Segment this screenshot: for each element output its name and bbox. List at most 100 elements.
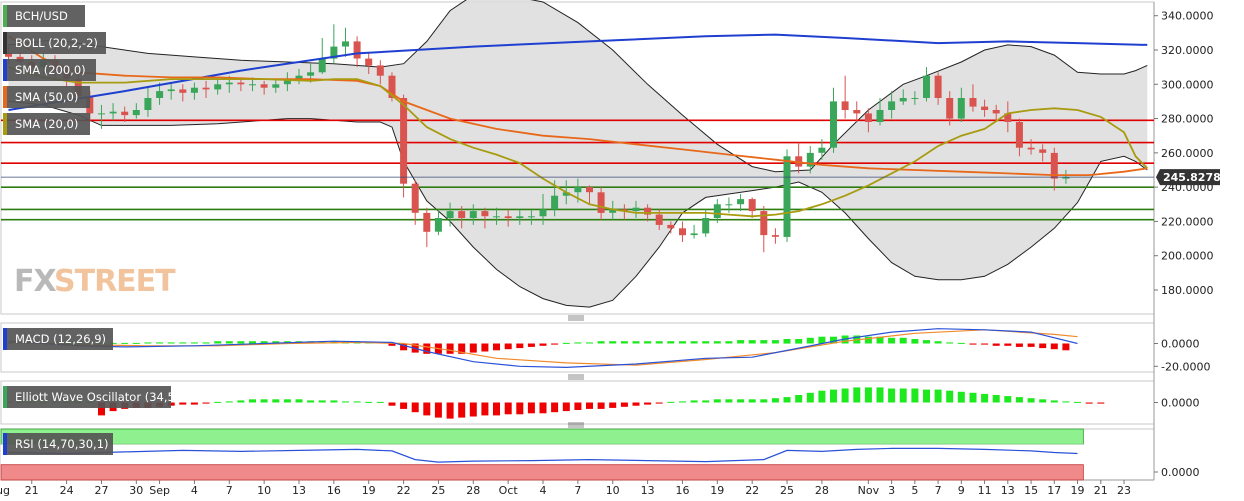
candle-up [702,218,710,234]
macd-histogram-bar [771,340,779,344]
ewo-histogram-bar [713,399,721,403]
ewo-histogram-bar [783,397,791,403]
macd-histogram-bar [981,343,989,345]
x-tick-label: 25 [780,484,794,497]
candle-up [214,84,222,90]
x-tick-label: Sep [149,484,170,497]
x-tick-label: 7 [935,484,942,497]
x-tick-label: 23 [1117,484,1131,497]
macd-histogram-bar [458,343,466,354]
bollinger-upper-line [8,0,1148,173]
candle-up [434,218,442,232]
macd-histogram-bar [644,341,652,344]
ewo-histogram-bar [318,400,326,403]
ewo-histogram-bar [98,402,105,416]
macd-histogram-bar [190,342,198,344]
x-tick-label: 19 [362,484,376,497]
candle-up [818,147,826,153]
ewo-histogram-bar [214,401,222,403]
x-tick-label: 21 [25,484,39,497]
macd-histogram-bar [237,341,245,344]
macd-histogram-bar [132,342,140,344]
legend-bchusd[interactable]: BCH/USD [3,5,85,27]
legend-sma200[interactable]: SMA (200,0) [3,59,96,81]
y-tick-label: 200.0000 [1161,250,1214,263]
brand-part1: FX [14,264,56,299]
x-tick-label: 22 [745,484,759,497]
ewo-histogram-bar [516,402,524,415]
macd-histogram-bar [830,336,837,344]
legend-ewo[interactable]: Elliott Wave Oscillator (34,5) [3,386,179,408]
x-tick-label: Aug [0,484,10,497]
macd-histogram-bar [725,341,733,344]
candle-up [783,156,791,237]
macd-histogram-bar [760,340,768,344]
macd-histogram-bar [423,343,431,354]
candle-down [771,235,779,237]
legend-boll[interactable]: BOLL (20,2,-2) [3,32,106,54]
macd-histogram-bar [1015,343,1023,347]
legend-macd[interactable]: MACD (12,26,9) [3,328,113,350]
macd-histogram-bar [202,342,210,344]
legend-sma20[interactable]: SMA (20,0) [3,113,90,135]
candle-down [202,87,210,90]
legend-rsi[interactable]: RSI (14,70,30,1) [3,433,113,455]
candle-down [458,211,466,218]
rsi-oversold-zone [0,464,1084,481]
macd-histogram-bar [876,336,884,344]
candle-up [725,204,733,206]
macd-series [5,328,1078,369]
ewo-histogram-bar [283,399,291,403]
macd-histogram-bar [946,342,954,344]
candle-up [527,216,535,218]
y-tick-label: 300.0000 [1161,78,1214,91]
panel-resize-handle[interactable] [568,374,584,380]
ewo-histogram-bar [667,401,675,403]
macd-histogram-bar [527,343,535,347]
ewo-histogram-bar [679,401,686,403]
panel-resize-handle[interactable] [568,422,584,428]
ewo-histogram-bar [551,402,559,413]
ewo-histogram-bar [493,402,500,416]
macd-histogram-bar [109,342,117,344]
ewo-histogram-bar [353,401,361,403]
candle-up [609,209,617,213]
candle-down [179,89,187,93]
x-tick-label: 22 [397,484,411,497]
ewo-histogram-bar [295,399,303,403]
macd-histogram-bar [469,343,477,353]
y-tick-label: 280.0000 [1161,113,1214,126]
x-tick-label: 13 [641,484,655,497]
ewo-histogram-bar [946,390,954,403]
ewo-histogram-bar [586,402,593,409]
candle-down [597,192,605,213]
candle-down [1039,149,1047,153]
ewo-histogram-bar [620,402,628,407]
macd-histogram-bar [179,342,187,344]
ewo-histogram-bar [911,388,919,403]
macd-histogram-bar [539,343,547,346]
legend-sma50[interactable]: SMA (50,0) [3,86,90,108]
candle-down [411,183,419,213]
macd-histogram-bar [504,343,512,350]
x-tick-label: 10 [257,484,271,497]
macd-histogram-bar [632,341,640,344]
macd-histogram-bar [992,343,1000,346]
sma20-line [8,66,1148,218]
ewo-histogram-bar [957,391,965,403]
panel-resize-handle[interactable] [568,315,584,321]
ewo-histogram-bar [574,402,582,410]
ewo-histogram-bar [992,395,1000,403]
ewo-histogram-bar [539,402,547,414]
y-tick-label: 0.0000 [1161,466,1200,479]
ewo-histogram-bar [690,400,698,403]
ewo-histogram-bar [795,395,803,403]
legend-label: BCH/USD [15,9,68,23]
legend-label: Elliott Wave Oscillator (34,5) [15,390,179,404]
ewo-histogram-bar [702,400,710,403]
candle-down [365,58,373,66]
ewo-histogram-bar [888,388,896,403]
candle-up [690,233,698,236]
x-tick-label: 4 [191,484,198,497]
